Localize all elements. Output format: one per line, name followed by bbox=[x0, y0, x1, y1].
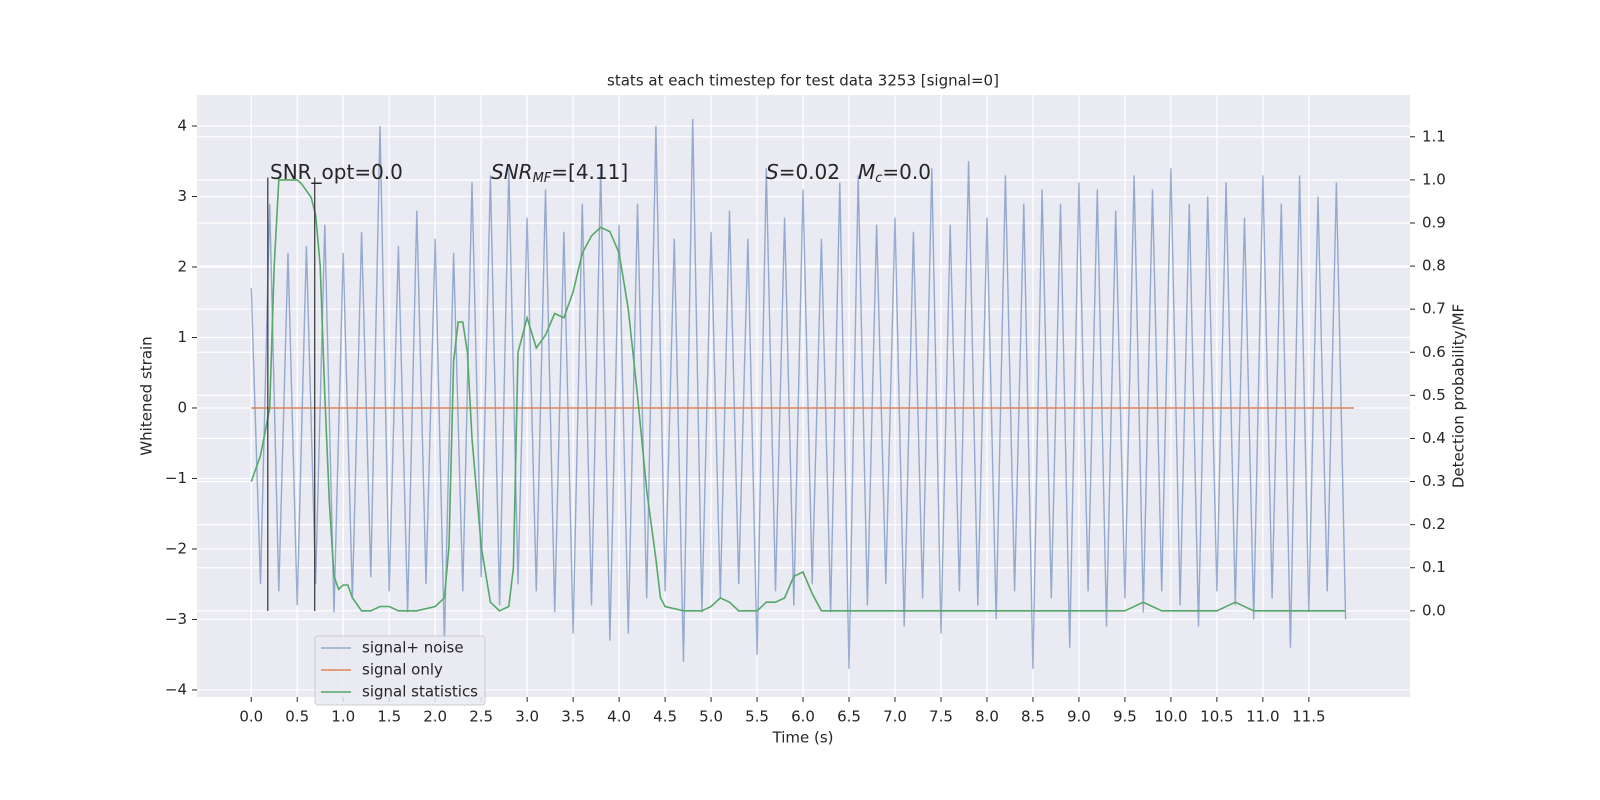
marks bbox=[250, 118, 1354, 669]
x-tick-label: 10.0 bbox=[1154, 708, 1187, 726]
series-line bbox=[250, 118, 1347, 669]
x-tick-label: 11.5 bbox=[1292, 708, 1325, 726]
y2-tick-label: 0.9 bbox=[1422, 213, 1446, 231]
annotation-subscript: c bbox=[875, 171, 882, 186]
annotation: Mc=0.0 bbox=[858, 160, 931, 186]
y-tick-label: 1 bbox=[177, 328, 187, 346]
annotation-value: =[4.11] bbox=[551, 160, 628, 184]
legend-label: signal only bbox=[362, 661, 443, 679]
y2-tick-label: 0.8 bbox=[1422, 257, 1446, 275]
y2-tick-label: 0.5 bbox=[1422, 386, 1446, 404]
labels: 0.0 0.5 1.0 1.5 2.0 2.5 3.0 3.5 4.0 4.5 5.0 5.5 6.0 6… bbox=[165, 117, 1446, 726]
y2-tick-label: 0.7 bbox=[1422, 300, 1446, 318]
x-tick-label: 6.5 bbox=[837, 708, 861, 726]
y-axis-label: Whitened strain bbox=[138, 336, 156, 455]
y2-tick-label: 0.0 bbox=[1422, 601, 1446, 619]
y2-tick-label: 0.6 bbox=[1422, 343, 1446, 361]
series-line bbox=[250, 179, 1346, 612]
y2-axis-label: Detection probability/MF bbox=[1450, 304, 1468, 488]
x-axis-label: Time (s) bbox=[772, 729, 834, 747]
annotation-symbol: M bbox=[858, 160, 875, 184]
x-tick-label: 0.0 bbox=[239, 708, 263, 726]
annotation-value: =0.02 bbox=[779, 160, 840, 184]
y2-tick-label: 0.3 bbox=[1422, 472, 1446, 490]
y-tick-label: −2 bbox=[165, 539, 187, 557]
x-tick-label: 10.5 bbox=[1200, 708, 1233, 726]
y-tick-label: 4 bbox=[177, 117, 187, 135]
annotation-symbol: S bbox=[766, 160, 779, 184]
x-tick-label: 2.0 bbox=[423, 708, 447, 726]
annotation-text: SNR_opt=0.0 bbox=[270, 160, 403, 184]
annotation-value: =0.0 bbox=[882, 160, 931, 184]
y-tick-label: −3 bbox=[165, 610, 187, 628]
x-tick-label: 6.0 bbox=[791, 708, 815, 726]
x-tick-label: 3.0 bbox=[515, 708, 539, 726]
x-tick-label: 7.0 bbox=[883, 708, 907, 726]
x-tick-label: 3.5 bbox=[561, 708, 585, 726]
x-tick-label: 11.0 bbox=[1246, 708, 1279, 726]
legend-box bbox=[314, 635, 486, 706]
annotation: S=0.02 bbox=[766, 160, 840, 184]
annotation: SNR_opt=0.0 bbox=[270, 160, 403, 184]
y2-tick-label: 0.2 bbox=[1422, 515, 1446, 533]
x-tick-label: 5.5 bbox=[745, 708, 769, 726]
x-tick-label: 0.5 bbox=[285, 708, 309, 726]
y2-tick-label: 1.1 bbox=[1422, 127, 1446, 145]
y-tick-label: 0 bbox=[177, 398, 187, 416]
x-tick-label: 4.0 bbox=[607, 708, 631, 726]
x-tick-label: 4.5 bbox=[653, 708, 677, 726]
x-tick-label: 7.5 bbox=[929, 708, 953, 726]
x-tick-label: 9.5 bbox=[1113, 708, 1137, 726]
x-tick-label: 1.5 bbox=[377, 708, 401, 726]
chart-title: stats at each timestep for test data 325… bbox=[607, 72, 999, 90]
legend-label: signal statistics bbox=[362, 683, 478, 701]
y2-tick-label: 0.1 bbox=[1422, 558, 1446, 576]
annotation-symbol: SNR bbox=[491, 160, 533, 184]
y-tick-label: −1 bbox=[165, 469, 187, 487]
legend-label: signal+ noise bbox=[362, 639, 464, 657]
x-tick-label: 1.0 bbox=[331, 708, 355, 726]
y2-tick-label: 1.0 bbox=[1422, 170, 1446, 188]
y-tick-label: 3 bbox=[177, 187, 187, 205]
y-tick-label: −4 bbox=[165, 680, 187, 698]
legend: signal+ noise signal only signal statistic… bbox=[314, 635, 486, 706]
y2-tick-label: 0.4 bbox=[1422, 429, 1446, 447]
x-tick-label: 8.5 bbox=[1021, 708, 1045, 726]
x-tick-label: 8.0 bbox=[975, 708, 999, 726]
y-tick-label: 2 bbox=[177, 258, 187, 276]
x-tick-label: 9.0 bbox=[1067, 708, 1091, 726]
x-tick-label: 2.5 bbox=[469, 708, 493, 726]
annotation-subscript: MF bbox=[533, 171, 552, 186]
x-tick-label: 5.0 bbox=[699, 708, 723, 726]
annotation: SNRMF=[4.11] bbox=[491, 160, 628, 186]
